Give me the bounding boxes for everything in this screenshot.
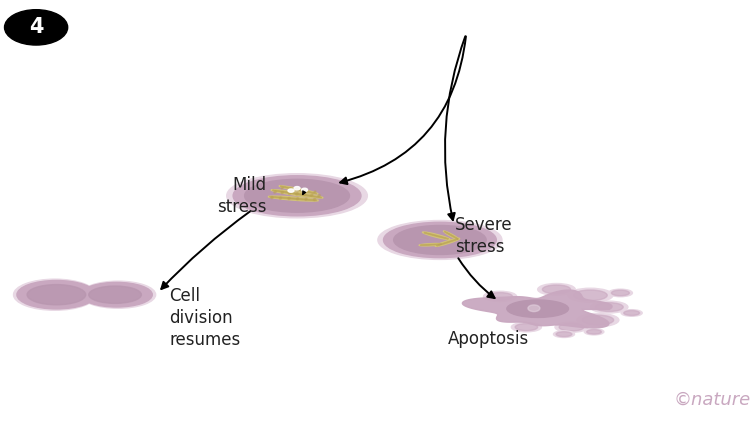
Circle shape [528, 305, 540, 312]
Text: Severe
stress: Severe stress [455, 216, 513, 256]
Ellipse shape [280, 186, 317, 194]
Ellipse shape [296, 197, 299, 200]
Ellipse shape [306, 190, 308, 192]
Ellipse shape [298, 189, 299, 191]
Ellipse shape [507, 300, 569, 317]
Text: ©nature: ©nature [673, 390, 750, 408]
Ellipse shape [444, 231, 459, 240]
Ellipse shape [296, 193, 299, 195]
Ellipse shape [378, 221, 502, 259]
Ellipse shape [556, 332, 572, 337]
Ellipse shape [314, 198, 316, 201]
Ellipse shape [419, 243, 443, 246]
Ellipse shape [487, 293, 512, 300]
Ellipse shape [444, 232, 458, 239]
Ellipse shape [271, 190, 323, 198]
Ellipse shape [590, 301, 628, 313]
Ellipse shape [17, 280, 96, 309]
Ellipse shape [305, 198, 307, 200]
Ellipse shape [280, 197, 281, 199]
Ellipse shape [484, 291, 517, 302]
Ellipse shape [290, 188, 291, 190]
Ellipse shape [424, 232, 448, 239]
Ellipse shape [555, 322, 588, 332]
Ellipse shape [288, 197, 290, 200]
Ellipse shape [279, 186, 318, 194]
Ellipse shape [272, 190, 322, 197]
Ellipse shape [281, 187, 283, 189]
Ellipse shape [311, 194, 313, 196]
Ellipse shape [394, 226, 486, 254]
Text: 4: 4 [29, 17, 44, 37]
Text: Apoptosis: Apoptosis [447, 330, 529, 348]
Ellipse shape [269, 197, 317, 200]
Text: Cell
division
resumes: Cell division resumes [169, 287, 241, 349]
Ellipse shape [420, 244, 441, 245]
Polygon shape [462, 290, 612, 328]
Ellipse shape [423, 232, 450, 240]
Ellipse shape [271, 197, 273, 199]
Ellipse shape [511, 322, 541, 332]
Ellipse shape [577, 314, 619, 327]
Ellipse shape [274, 191, 276, 193]
Ellipse shape [568, 288, 613, 302]
Ellipse shape [268, 196, 318, 201]
Circle shape [294, 187, 300, 190]
Ellipse shape [435, 238, 459, 246]
Ellipse shape [244, 179, 350, 212]
Ellipse shape [621, 310, 642, 316]
Ellipse shape [542, 285, 571, 294]
Ellipse shape [559, 323, 584, 331]
Ellipse shape [14, 279, 96, 310]
Ellipse shape [227, 174, 368, 218]
Ellipse shape [80, 281, 156, 308]
Ellipse shape [624, 311, 639, 315]
Ellipse shape [515, 324, 538, 330]
Ellipse shape [582, 315, 614, 325]
Ellipse shape [289, 192, 291, 195]
Ellipse shape [89, 286, 141, 304]
Ellipse shape [584, 329, 604, 335]
Ellipse shape [573, 290, 607, 301]
Ellipse shape [384, 222, 496, 258]
Ellipse shape [611, 290, 629, 296]
Ellipse shape [553, 331, 575, 338]
Ellipse shape [81, 282, 152, 307]
Ellipse shape [27, 285, 86, 305]
Ellipse shape [233, 176, 361, 216]
Text: Mild
stress: Mild stress [217, 176, 267, 216]
Ellipse shape [538, 283, 575, 295]
Ellipse shape [587, 330, 602, 334]
Ellipse shape [608, 289, 632, 297]
Ellipse shape [595, 303, 623, 312]
Circle shape [302, 188, 308, 192]
Circle shape [288, 189, 294, 192]
Ellipse shape [437, 239, 458, 246]
Ellipse shape [281, 192, 284, 194]
Ellipse shape [303, 193, 305, 196]
Circle shape [5, 10, 68, 45]
Ellipse shape [314, 191, 316, 193]
Ellipse shape [318, 195, 320, 197]
